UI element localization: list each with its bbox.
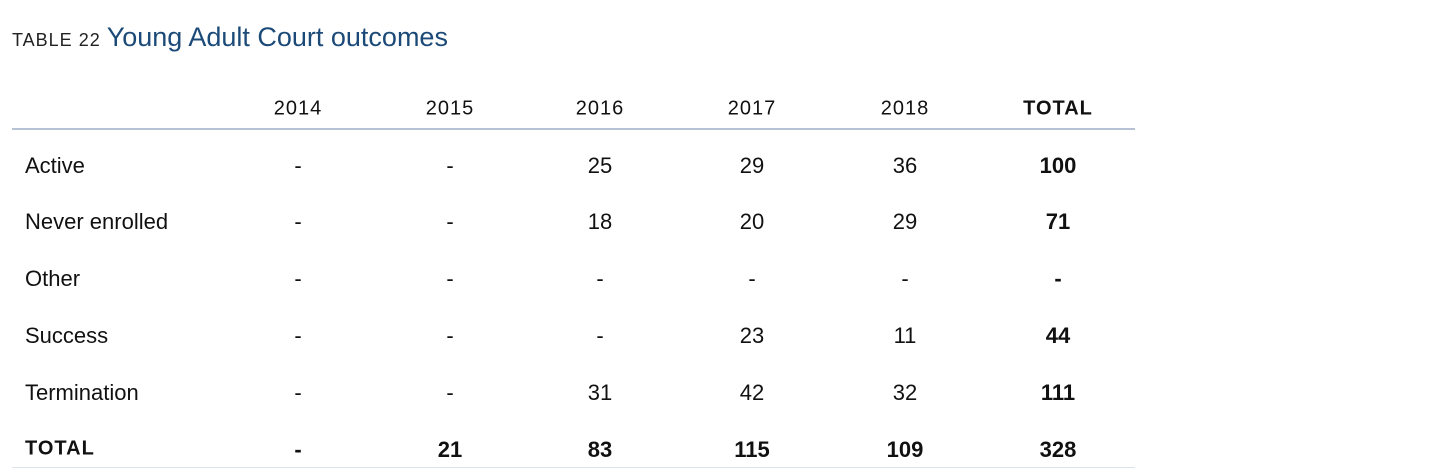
column-header: 2017 (727, 97, 777, 120)
header-rule (12, 128, 1135, 130)
table-cell: 36 (892, 153, 918, 178)
total-cell: 21 (437, 437, 463, 462)
bottom-rule (12, 467, 1135, 468)
table-cell: 31 (587, 380, 613, 405)
table-cell: - (596, 266, 604, 291)
table-cell: - (446, 209, 454, 234)
table-cell: - (901, 266, 909, 291)
table-cell: 44 (1045, 323, 1071, 348)
table-cell: 23 (739, 323, 765, 348)
total-cell: 115 (734, 437, 770, 462)
table-cell: 29 (892, 209, 918, 234)
table-cell: 29 (739, 153, 765, 178)
column-header: TOTAL (1023, 97, 1093, 120)
table-cell: 18 (587, 209, 613, 234)
total-cell: - (294, 437, 302, 462)
table-cell: - (294, 153, 302, 178)
row-label: Active (25, 153, 85, 178)
table-cell: 71 (1045, 209, 1071, 234)
table-cell: - (446, 380, 454, 405)
row-label: Other (25, 266, 81, 291)
table-cell: 100 (1039, 153, 1077, 178)
table-cell: 111 (1040, 380, 1076, 405)
row-label: Success (25, 323, 109, 348)
total-cell: 83 (587, 437, 613, 462)
column-header: 2015 (425, 97, 475, 120)
column-header: 2018 (880, 97, 930, 120)
table-cell: - (1054, 266, 1062, 291)
table-cell: - (446, 266, 454, 291)
table-cell: 25 (587, 153, 613, 178)
table-title: Young Adult Court outcomes (106, 22, 448, 52)
total-label: TOTAL (25, 437, 95, 460)
column-header: 2014 (273, 97, 323, 120)
table-cell: 20 (739, 209, 765, 234)
table-cell: 42 (739, 380, 765, 405)
table-cell: - (748, 266, 756, 291)
total-cell: 328 (1039, 437, 1077, 462)
table-cell: - (294, 209, 302, 234)
total-cell: 109 (886, 437, 924, 462)
table-cell: - (446, 153, 454, 178)
table-cell: - (294, 380, 302, 405)
table-heading: TABLE 22 Young Adult Court outcomes (12, 22, 448, 53)
row-label: Never enrolled (25, 209, 169, 234)
table-cell: - (596, 323, 604, 348)
table-cell: - (294, 266, 302, 291)
table-label: TABLE 22 (12, 30, 101, 50)
row-label: Termination (25, 380, 139, 405)
table-cell: 11 (893, 323, 917, 348)
column-header: 2016 (575, 97, 625, 120)
table-cell: 32 (892, 380, 918, 405)
table-cell: - (294, 323, 302, 348)
table-cell: - (446, 323, 454, 348)
